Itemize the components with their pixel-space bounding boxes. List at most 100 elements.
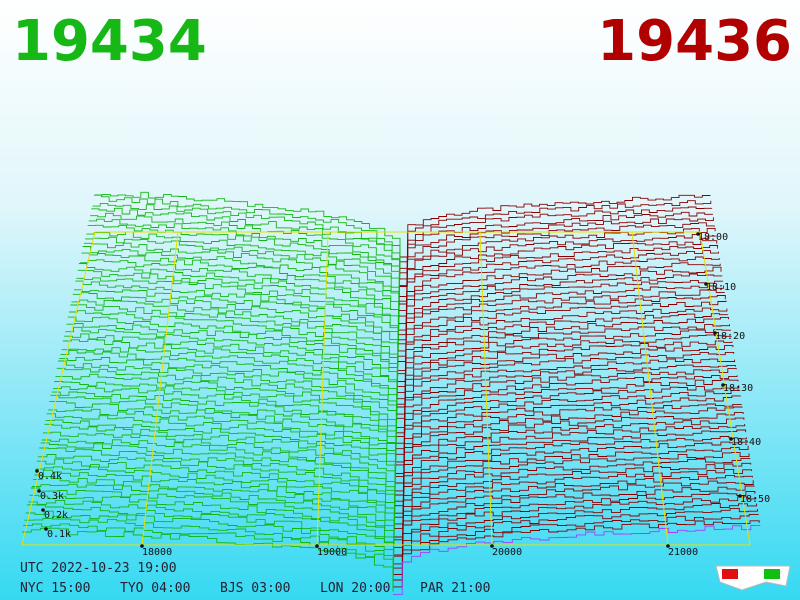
ask-depth-line — [395, 395, 741, 463]
tick-dot — [37, 489, 41, 493]
bid-depth-line — [57, 360, 397, 434]
time-label: 18:00 — [698, 232, 728, 243]
bid-depth-line — [56, 367, 397, 442]
tick-dot — [490, 544, 494, 548]
bid-depth-line — [26, 504, 394, 570]
ask-depth-line — [397, 329, 731, 393]
bid-depth-line — [46, 413, 396, 481]
ask-depth-line — [396, 351, 735, 415]
ask-depth-line — [396, 375, 738, 437]
bid-depth-line — [50, 394, 397, 470]
bid-depth-line — [40, 442, 396, 513]
bid-depth-line — [93, 194, 401, 277]
ask-depth-line — [398, 245, 719, 305]
ask-depth-line — [396, 385, 740, 450]
ask-depth-line — [394, 440, 748, 507]
bid-price: 19434 — [12, 9, 207, 74]
ask-price: 19436 — [597, 9, 792, 74]
ask-depth-line — [400, 194, 711, 258]
price-label: 21000 — [668, 547, 698, 558]
ask-depth-line — [393, 525, 761, 596]
bid-depth-line — [60, 349, 398, 423]
ask-depth-line — [395, 417, 745, 484]
time-label: 18:40 — [731, 437, 761, 448]
depth-label: 0.2k — [44, 510, 68, 521]
tick-dot — [721, 383, 725, 387]
bid-depth-line — [36, 458, 395, 530]
ask-depth-line — [396, 358, 736, 419]
bid-depth-line — [35, 466, 395, 531]
ask-depth-line — [393, 496, 757, 565]
bid-depth-line — [80, 259, 400, 336]
bid-depth-line — [81, 252, 400, 330]
bid-depth-line — [48, 408, 396, 476]
tick-dot — [315, 544, 319, 548]
ask-depth-line — [399, 222, 715, 286]
ask-depth-line — [396, 340, 733, 405]
ask-depth-line — [399, 200, 712, 263]
ask-depth-line — [397, 334, 732, 400]
depth-label: 0.3k — [40, 491, 64, 502]
bid-depth-line — [43, 431, 396, 500]
ask-depth-line — [398, 256, 720, 317]
ask-depth-line — [397, 307, 728, 371]
bid-depth-line — [33, 475, 395, 542]
bid-depth-line — [34, 469, 395, 539]
ask-depth-line — [398, 262, 721, 324]
bid-depth-line — [78, 263, 399, 341]
bid-depth-line — [72, 292, 399, 368]
utc-time: UTC 2022-10-23 19:00 — [20, 561, 177, 576]
bid-depth-line — [25, 510, 394, 574]
bid-depth-line — [92, 203, 401, 280]
bid-depth-line — [82, 246, 400, 329]
bid-depth-line — [95, 191, 401, 272]
bid-depth-line — [55, 373, 397, 445]
ask-depth-line — [394, 457, 751, 525]
ask-depth-line — [396, 364, 736, 428]
bid-depth-line — [31, 483, 395, 547]
ask-depth-line — [393, 520, 760, 588]
tick-dot — [35, 469, 39, 473]
ask-depth-line — [394, 474, 753, 541]
ask-depth-line — [397, 316, 730, 382]
bid-depth-line — [24, 518, 394, 582]
ask-depth-line — [399, 211, 713, 274]
bid-depth-line — [62, 338, 398, 414]
ask-depth-line — [396, 345, 734, 408]
depth-label: 0.4k — [38, 471, 62, 482]
bid-depth-line — [69, 310, 398, 384]
ask-depth-line — [397, 313, 729, 375]
time-label: 18:30 — [723, 383, 753, 394]
bid-depth-line — [64, 333, 398, 410]
ask-depth-line — [393, 503, 758, 569]
ask-depth-line — [398, 289, 725, 352]
clock: TYO 04:00 — [120, 581, 190, 596]
bid-depth-line — [28, 499, 395, 564]
bid-depth-line — [91, 207, 401, 289]
bid-depth-line — [88, 218, 400, 297]
clock: NYC 15:00 — [20, 581, 90, 596]
ask-depth-line — [399, 217, 714, 280]
clock: BJS 03:00 — [220, 581, 290, 596]
ask-depth-line — [398, 266, 722, 331]
ask-depth-line — [394, 462, 752, 530]
bid-depth-line — [29, 494, 395, 559]
ask-depth-line — [393, 480, 754, 548]
bid-depth-line — [87, 224, 400, 306]
bid-depth-line — [67, 316, 398, 394]
bid-depth-line — [77, 269, 399, 349]
tick-dot — [666, 544, 670, 548]
ask-depth-line — [398, 285, 725, 345]
ask-depth-line — [394, 452, 750, 518]
tick-dot — [44, 527, 48, 531]
depth-surface — [22, 191, 761, 596]
ask-depth-line — [397, 295, 726, 357]
frame — [21, 231, 751, 546]
bid-depth-line — [85, 236, 400, 315]
ask-depth-line — [393, 485, 755, 556]
ask-depth-line — [394, 445, 749, 514]
ask-depth-line — [393, 513, 759, 581]
tick-dot — [704, 282, 708, 286]
tick-dot — [738, 494, 742, 498]
